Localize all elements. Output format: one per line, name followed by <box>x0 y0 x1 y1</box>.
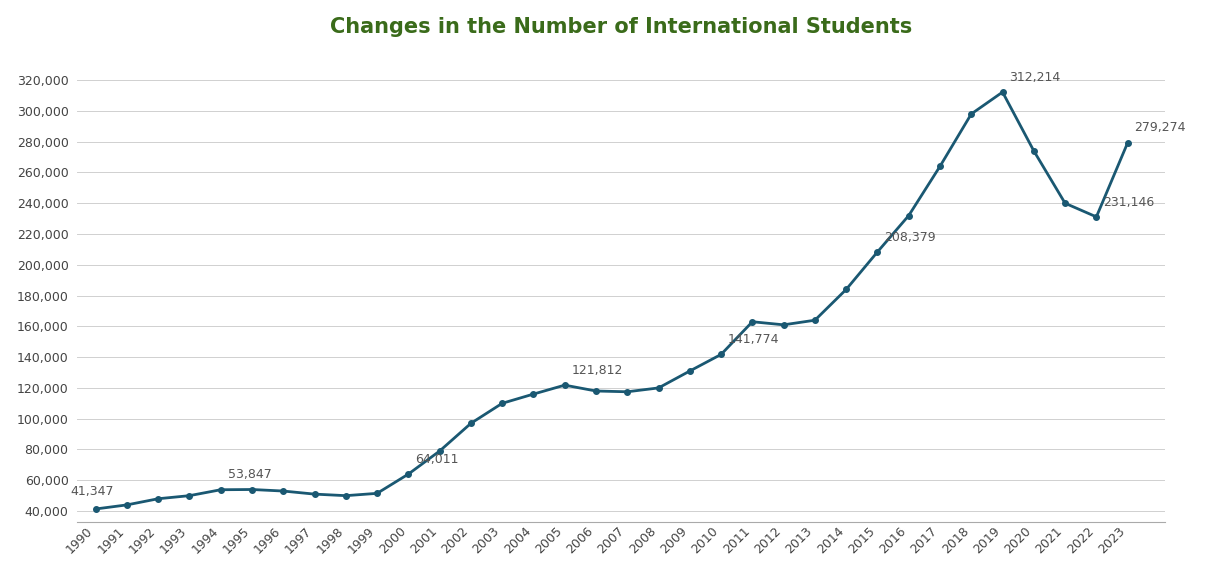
Text: 208,379: 208,379 <box>884 230 936 244</box>
Text: 64,011: 64,011 <box>416 453 459 466</box>
Text: 121,812: 121,812 <box>571 364 623 377</box>
Title: Changes in the Number of International Students: Changes in the Number of International S… <box>330 17 912 37</box>
Text: 41,347: 41,347 <box>70 485 114 498</box>
Text: 231,146: 231,146 <box>1103 195 1155 209</box>
Text: 279,274: 279,274 <box>1134 121 1186 135</box>
Text: 312,214: 312,214 <box>1010 70 1061 84</box>
Text: 53,847: 53,847 <box>227 468 272 481</box>
Text: 141,774: 141,774 <box>728 333 779 346</box>
